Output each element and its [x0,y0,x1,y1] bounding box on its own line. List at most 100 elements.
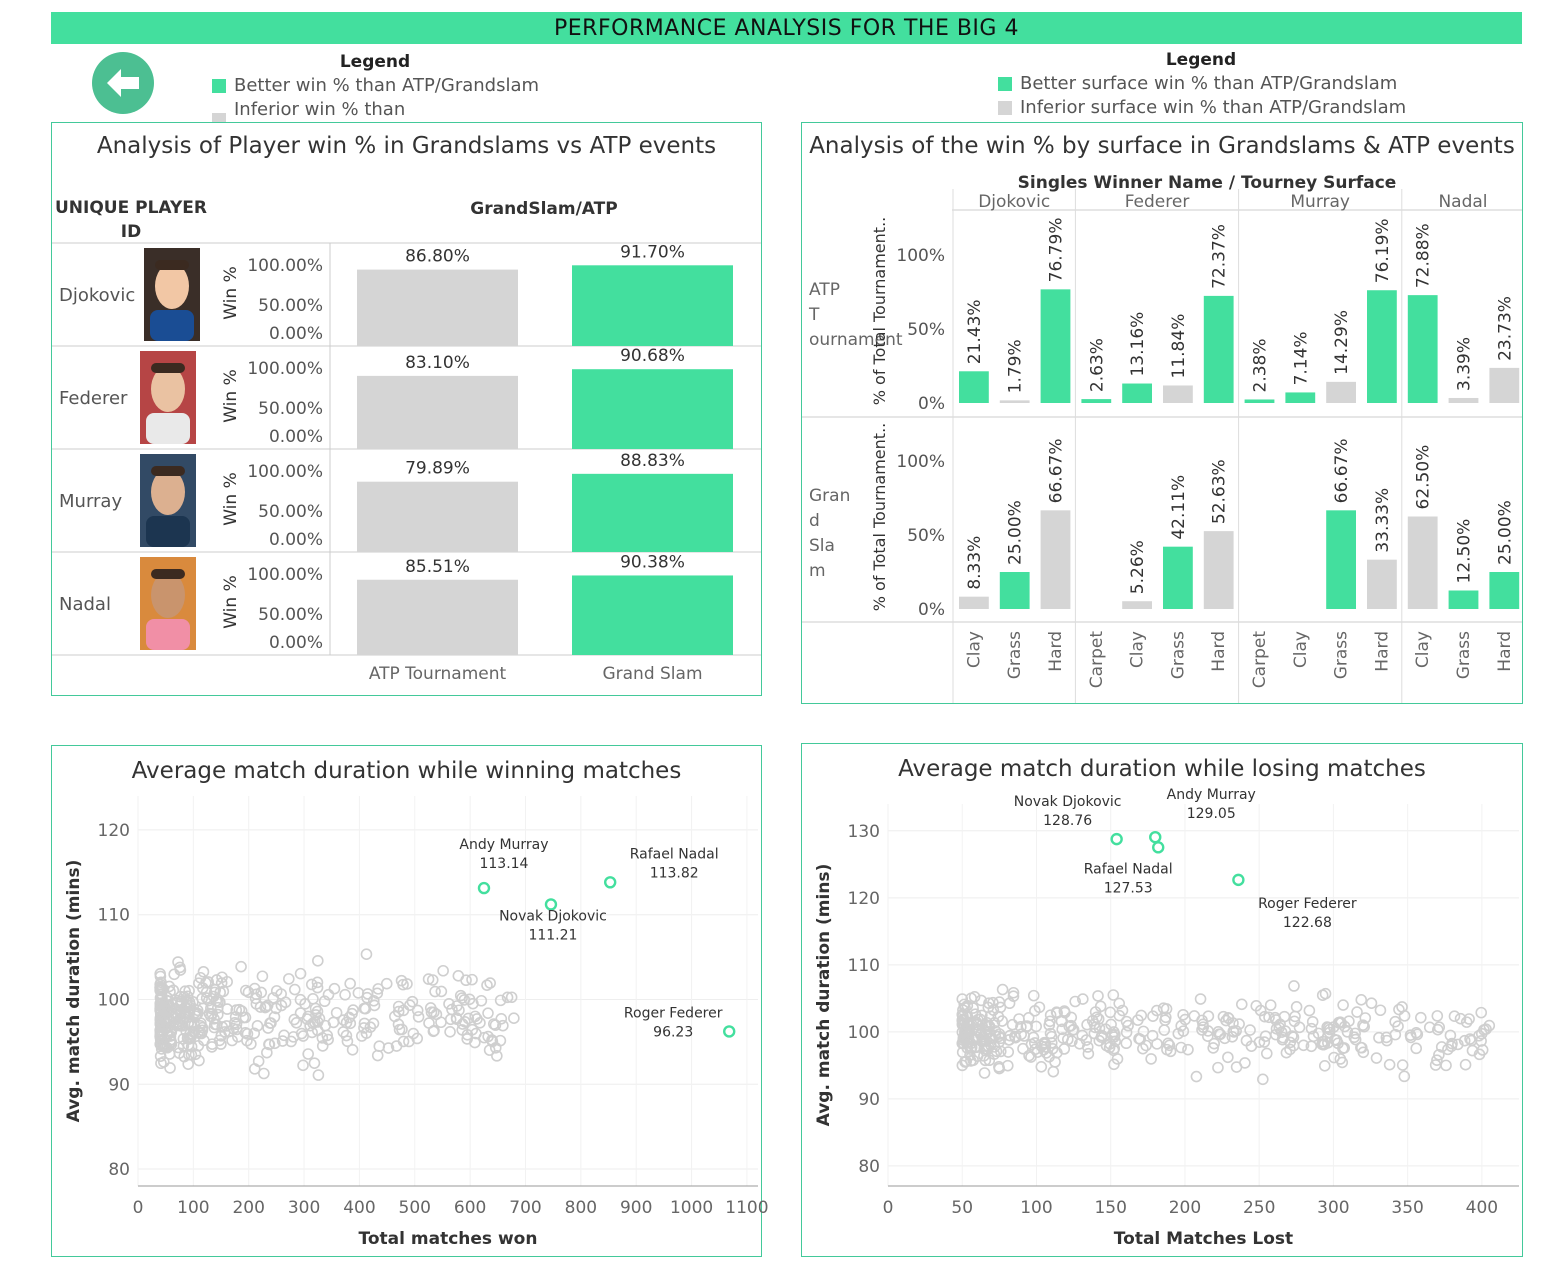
panel-title: Analysis of the win % by surface in Gran… [809,133,1515,159]
scatter-point [1069,995,1082,1008]
scatter-point [358,1022,370,1034]
highlight-value: 129.05 [1187,806,1236,822]
scatter-point [1383,1058,1396,1071]
scatter-point [1432,1023,1444,1036]
scatter-point [1145,1053,1157,1065]
scatter-point [428,1006,440,1019]
scatter-point [1202,1030,1214,1043]
scatter-point [275,988,287,1000]
scatter-point [1440,1059,1452,1072]
y-tick-label: 50.00% [258,502,323,522]
scatter-point [165,1038,178,1051]
scatter-point [1007,986,1020,999]
scatter-point [1257,1073,1269,1086]
bar [1367,290,1397,403]
bar [1040,510,1071,609]
scatter-point [406,995,419,1008]
scatter-point [1089,1006,1102,1018]
scatter-point [287,1031,300,1043]
highlight-value: 127.53 [1104,880,1153,896]
scatter-point [373,1040,386,1053]
scatter-point [1318,1059,1331,1072]
scatter-point [174,1012,186,1025]
data-label: 12.50% [1455,519,1475,584]
player-photo-hair [151,466,185,476]
scatter-point [1433,1049,1445,1061]
scatter-point [470,1027,482,1040]
scatter-point [372,983,384,995]
scatter-point [482,1007,494,1019]
scatter-point [1452,1038,1464,1051]
y-tick-label: 50.00% [258,296,323,316]
y-tick-label: 100 [848,1023,880,1043]
x-surface-label: Clay [1413,631,1433,668]
legend-swatch-inferior [998,100,1012,115]
player-header: Djokovic [978,192,1050,212]
legend-surface: Legend Better surface win % than ATP/Gra… [998,50,1418,118]
scatter-point [992,1010,1005,1023]
y-tick-label: 100% [896,246,945,266]
scatter-point [193,1027,206,1040]
data-label: 66.67% [1047,439,1067,504]
panel-win-percentage: Analysis of Player win % in Grandslams v… [51,122,762,696]
data-label: 13.16% [1128,312,1148,377]
highlight-point [1232,873,1245,887]
scatter-point [1263,1011,1275,1024]
column-header: Singles Winner Name / Tourney Surface [1018,173,1397,193]
data-label: 5.26% [1128,540,1148,594]
y-tick-label: 0.00% [269,530,323,550]
highlight-value: 113.82 [650,865,699,881]
scatter-point [307,1017,319,1030]
scatter-point [294,993,307,1006]
scatter-point [1162,1037,1174,1050]
x-surface-label: Grass [1332,631,1352,679]
scatter-point [1288,1015,1301,1028]
data-label: 33.33% [1373,488,1393,553]
scatter-point [1278,1010,1291,1023]
legend-label-better: Better win % than ATP/Grandslam [234,75,540,96]
legend-item-inferior[interactable]: Inferior surface win % than ATP/Grandsla… [998,97,1418,118]
legend-item-better[interactable]: Better win % than ATP/Grandslam [212,75,542,96]
player-photo-hair [151,363,185,373]
data-label: 88.83% [620,451,685,471]
data-label: 91.70% [620,242,685,262]
back-button[interactable] [92,52,154,114]
scatter-point [322,988,335,1001]
scatter-point [328,982,341,995]
panel-surface-win: Analysis of the win % by surface in Gran… [801,122,1523,704]
scatter-point [163,980,176,993]
data-label: 3.39% [1455,337,1475,391]
scatter-point [1207,1042,1219,1054]
player-name: Nadal [59,594,111,615]
scatter-point [1258,1010,1271,1023]
data-label: 83.10% [405,353,470,373]
scatter-point [1063,1020,1075,1033]
scatter-point [154,1033,167,1046]
legend-label-inferior: Inferior surface win % than ATP/Grandsla… [1020,97,1407,118]
x-tick-label: 100 [177,1198,209,1218]
bar [959,596,989,609]
data-label: 23.73% [1495,296,1515,361]
scatter-point [1260,1047,1273,1060]
scatter-point [1459,1058,1472,1071]
scatter-point [469,1010,481,1023]
bar [572,265,733,346]
bar [999,572,1030,609]
scatter-point [167,984,180,997]
scatter-point [988,1048,1001,1060]
x-surface-label: Hard [1495,631,1515,672]
scatter-point [397,978,409,991]
row-label: ournament [809,330,903,350]
scatter-point [1047,1065,1060,1078]
row-header: UNIQUE PLAYER [55,198,207,218]
legend-title: Legend [339,52,411,72]
scatter-point [290,1017,303,1029]
legend-item-better[interactable]: Better surface win % than ATP/Grandslam [998,73,1418,94]
scatter-point [459,1016,471,1028]
scatter-point [358,1002,371,1015]
x-tick-label: 1000 [670,1198,713,1218]
bar [959,371,989,403]
data-label: 14.29% [1332,310,1352,375]
scatter-point [978,1067,991,1079]
scatter-point [157,1009,169,1022]
